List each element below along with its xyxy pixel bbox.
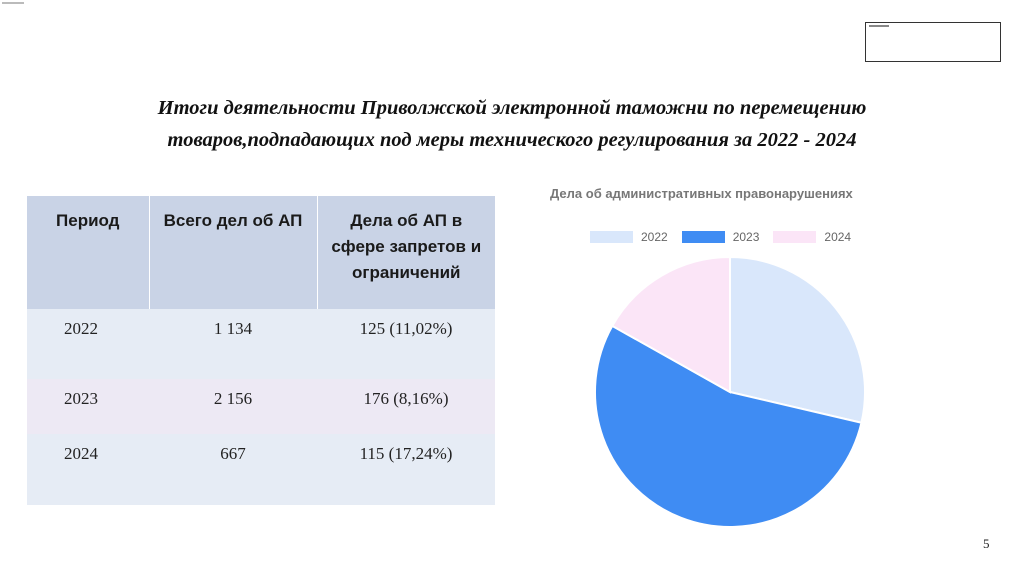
placeholder-box-mark: [869, 25, 889, 27]
cell-restrictions: 115 (17,24%): [317, 434, 495, 505]
legend-swatch-2023: [681, 231, 725, 243]
chart-legend: 2022 2023 2024: [590, 230, 865, 244]
cell-total: 667: [149, 434, 317, 505]
pie-slice-2024[interactable]: [610, 255, 731, 394]
cell-restrictions: 125 (11,02%): [317, 309, 495, 379]
legend-item-2024[interactable]: 2024: [773, 230, 851, 244]
table-row: 2024 667 115 (17,24%): [27, 434, 495, 505]
cell-period: 2024: [27, 434, 149, 505]
pie-slice-2022[interactable]: [729, 255, 866, 424]
slide-title-line-2: товаров,подпадающих под меры техническог…: [167, 129, 857, 151]
legend-label-2023: 2023: [732, 230, 760, 244]
cell-period: 2023: [27, 379, 149, 434]
statistics-table: Период Всего дел об АП Дела об АП в сфер…: [27, 196, 495, 505]
table-header-row: Период Всего дел об АП Дела об АП в сфер…: [27, 196, 495, 309]
table-row: 2022 1 134 125 (11,02%): [27, 309, 495, 379]
legend-swatch-2022: [590, 231, 633, 243]
cell-total: 2 156: [149, 379, 317, 434]
chart-title: Дела об административных правонарушениях: [550, 186, 853, 201]
cell-total: 1 134: [149, 309, 317, 379]
cell-restrictions: 176 (8,16%): [317, 379, 495, 434]
cell-period: 2022: [27, 309, 149, 379]
legend-swatch-2024: [773, 231, 817, 243]
slide-title-line-1: Итоги деятельности Приволжской электронн…: [157, 97, 867, 119]
slide-title: Итоги деятельности Приволжской электронн…: [20, 92, 1004, 156]
header-period: Период: [27, 196, 150, 309]
legend-label-2022: 2022: [641, 230, 668, 244]
table-row: 2023 2 156 176 (8,16%): [27, 379, 495, 434]
page-number: 5: [983, 536, 990, 551]
legend-label-2024: 2024: [824, 230, 852, 244]
legend-item-2023[interactable]: 2023: [681, 230, 760, 244]
placeholder-box: [865, 22, 1001, 62]
legend-item-2022[interactable]: 2022: [590, 230, 668, 244]
pie-chart: [594, 255, 866, 528]
corner-mark: [2, 2, 24, 4]
pie-slice-2023[interactable]: [594, 324, 863, 528]
header-restriction-cases: Дела об АП в сфере запретов и ограничени…: [317, 196, 495, 309]
header-total-cases: Всего дел об АП: [149, 196, 318, 309]
